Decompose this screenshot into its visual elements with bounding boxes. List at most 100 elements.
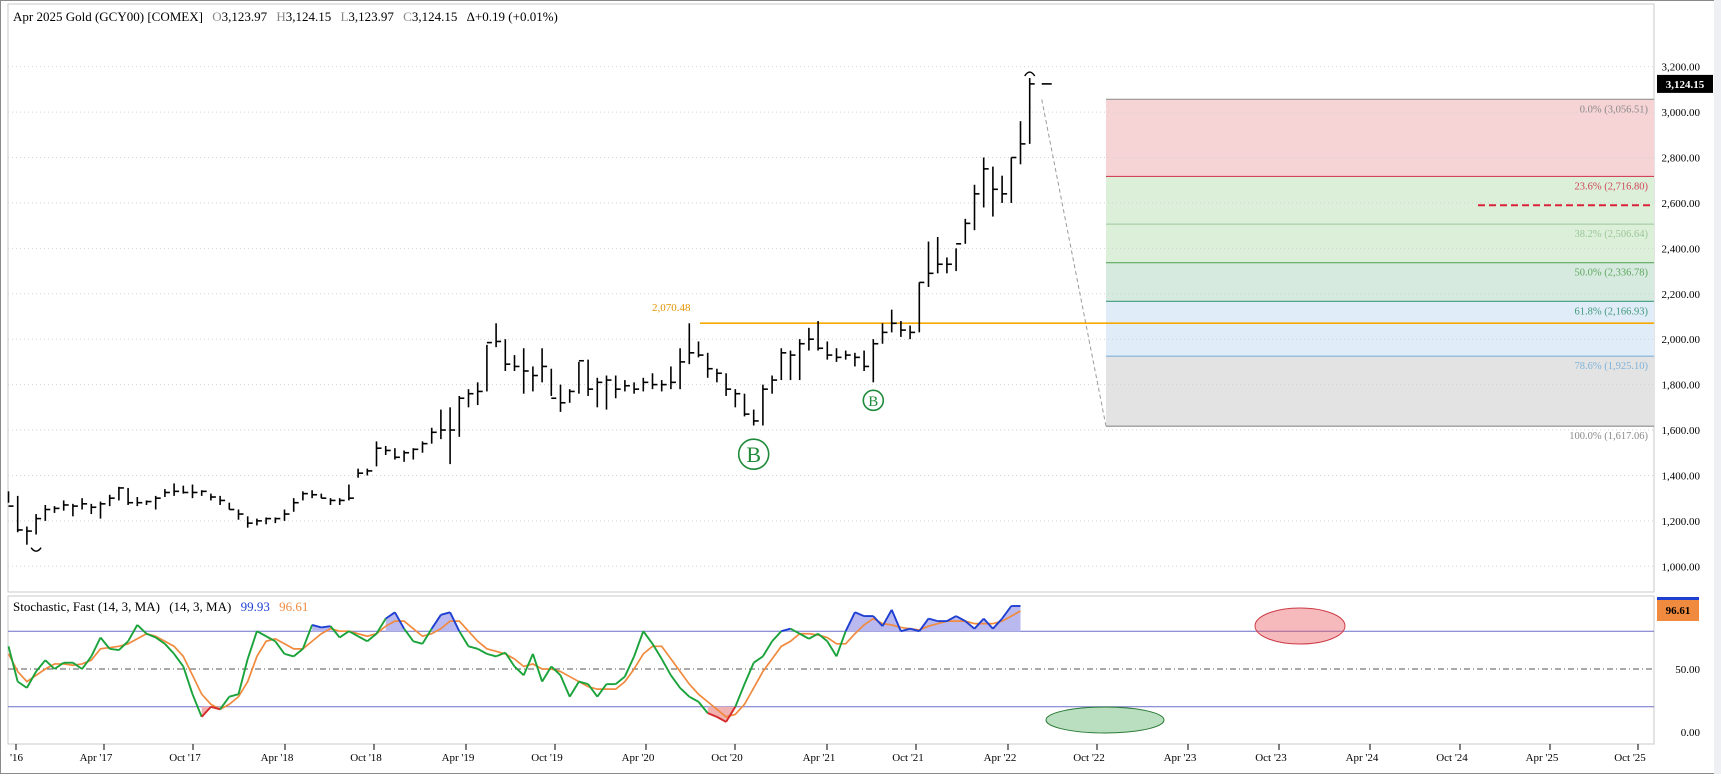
stoch-k-segment <box>817 632 828 643</box>
oversold-highlight-ellipse[interactable] <box>1045 706 1165 734</box>
price-bar <box>458 395 465 437</box>
stoch-k-segment <box>136 624 148 635</box>
stoch-k-segment <box>1001 605 1013 620</box>
stoch-k-segment <box>753 655 764 664</box>
price-bar <box>412 448 419 460</box>
price-tick-label: 2,200.00 <box>1662 289 1701 301</box>
fib-label: 61.8% (2,166.93) <box>1575 306 1649 317</box>
price-bar <box>955 243 962 272</box>
price-bar <box>1028 78 1035 144</box>
price-bar <box>164 489 170 498</box>
stoch-k-segment <box>311 623 322 629</box>
price-bar <box>127 487 134 505</box>
stoch-k-segment <box>293 648 304 658</box>
stoch-k-segment <box>771 630 783 642</box>
b-marker-circle <box>862 389 885 412</box>
overbought-highlight-ellipse[interactable] <box>1254 607 1346 645</box>
price-bar <box>522 348 529 394</box>
stoch-k-segment <box>413 640 423 645</box>
price-bar <box>697 341 704 358</box>
stoch-k-segment <box>624 656 635 677</box>
price-bar <box>614 375 621 399</box>
price-bar <box>440 409 446 440</box>
open-label: O <box>212 9 221 24</box>
price-bar <box>486 341 492 392</box>
price-bar <box>219 495 226 505</box>
price-bar <box>578 359 584 394</box>
price-bar <box>99 501 106 519</box>
stoch-k-segment <box>210 705 221 711</box>
price-bar <box>568 389 575 403</box>
price-bar <box>504 339 511 371</box>
time-tick-label: Apr '20 <box>622 752 655 764</box>
time-tick-label: Apr '24 <box>1346 752 1379 764</box>
stoch-k-segment <box>385 611 396 620</box>
stoch-k-segment <box>982 617 994 630</box>
low-label: L <box>340 9 348 24</box>
stoch-k-segment <box>541 665 553 683</box>
stoch-k-segment <box>900 627 911 633</box>
price-bar <box>375 441 382 467</box>
price-bar <box>817 321 824 351</box>
stoch-tick-label: 50.00 <box>1675 664 1700 676</box>
stoch-k-segment <box>679 687 690 698</box>
stochastic-panel-frame <box>7 595 1655 745</box>
stoch-k-segment <box>928 617 938 623</box>
fib-label: 38.2% (2,506.64) <box>1575 229 1649 240</box>
price-tick-label: 2,400.00 <box>1662 243 1701 255</box>
stoch-d-line[interactable] <box>7 610 1021 718</box>
time-tick-label: Oct '23 <box>1255 752 1287 764</box>
fib-label: 23.6% (2,716.80) <box>1575 181 1649 192</box>
stoch-k-segment <box>44 659 56 670</box>
stoch-k-segment <box>284 652 294 658</box>
last-price-box <box>1657 74 1713 93</box>
price-tick-label: 2,800.00 <box>1662 153 1701 165</box>
price-bar <box>449 407 456 465</box>
stoch-k-segment <box>7 646 19 682</box>
stoch-k-segment <box>799 632 810 640</box>
stoch-k-segment <box>651 643 663 660</box>
price-bar <box>108 494 115 507</box>
stoch-d-tag-box <box>1657 600 1699 621</box>
price-bar <box>53 506 60 513</box>
stoch-k-segment <box>366 632 378 643</box>
price-tick-label: 1,800.00 <box>1662 380 1701 392</box>
resistance-group[interactable]: 2,070.48 <box>652 302 1654 324</box>
stoch-k-segment <box>72 661 83 670</box>
fib-zone-0 <box>1106 99 1654 177</box>
stoch-k-segment <box>200 706 212 718</box>
open-value: 3,123.97 <box>222 9 268 24</box>
stoch-k-segment <box>688 695 699 703</box>
price-bar <box>292 498 299 512</box>
stoch-k-segment <box>872 615 884 627</box>
last-price-label: 3,124.15 <box>1666 79 1705 91</box>
resistance-label: 2,070.48 <box>652 302 691 314</box>
price-bar <box>320 493 327 499</box>
fib-zone-5 <box>1106 356 1654 427</box>
stochastic-header: Stochastic, Fast (14, 3, MA) (14, 3, MA)… <box>13 599 308 614</box>
price-bar <box>890 309 897 333</box>
stochastic-axis: 50.00 0.00 <box>1675 664 1700 739</box>
price-bar <box>7 491 14 507</box>
stoch-k-segment <box>99 636 111 650</box>
stoch-k-segment <box>707 712 718 718</box>
stoch-k-segment <box>182 666 194 695</box>
close-label: C <box>403 9 412 24</box>
stoch-k-segment <box>725 706 737 723</box>
time-tick-label: Oct '24 <box>1436 752 1468 764</box>
stoch-k-segment <box>256 630 267 638</box>
stoch-k-segment <box>219 696 231 710</box>
price-bar <box>762 384 768 426</box>
price-bar <box>660 380 667 392</box>
price-bar <box>256 518 262 526</box>
price-bar <box>936 236 943 274</box>
stochastic-panel[interactable]: 50.00 0.00 96.61 Stochastic, Fast (14, 3,… <box>7 595 1701 745</box>
stoch-last-value: 96.61 <box>1666 605 1691 617</box>
price-bar <box>72 503 78 517</box>
swing-low-arc <box>30 547 42 552</box>
window-scroll-edge[interactable] <box>1714 0 1721 774</box>
stochastic-last-tag: 96.61 <box>1657 597 1699 621</box>
price-panel[interactable]: 0.0% (3,056.51) 23.6% (2,716.80) 38.2% (2,… <box>7 3 1713 593</box>
stochastic-lines <box>7 605 1021 723</box>
